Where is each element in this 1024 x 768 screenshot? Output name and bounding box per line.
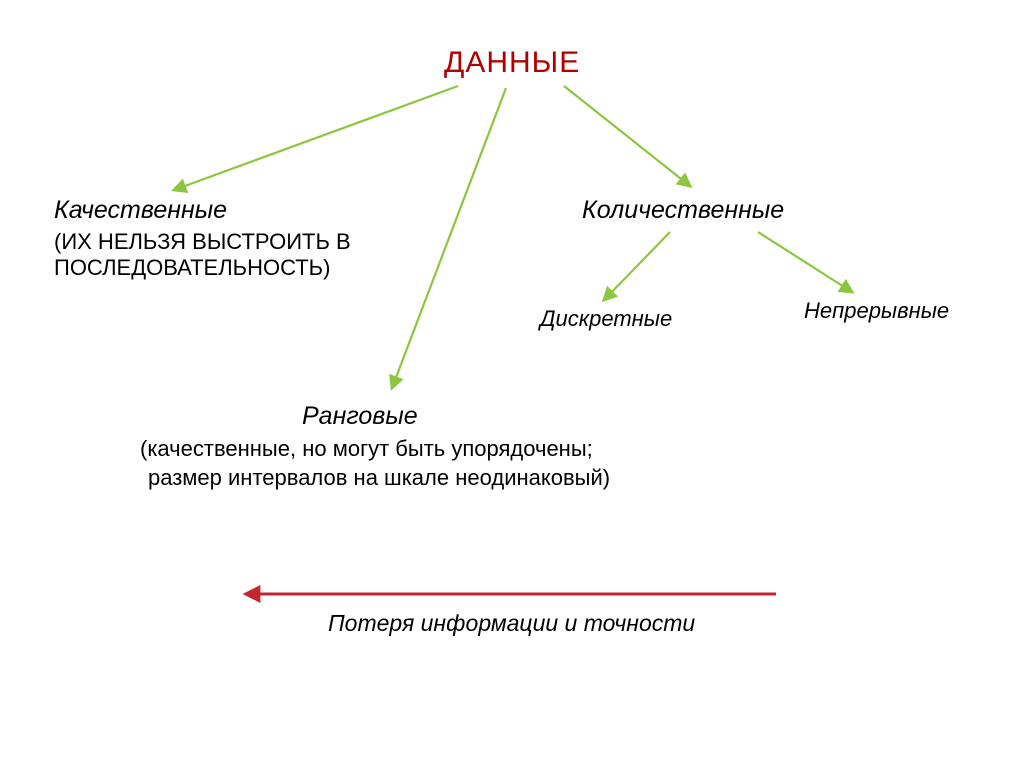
rang-desc-1: (качественные, но могут быть упорядочены… [140, 434, 780, 464]
qualitative-label: Качественные [54, 196, 351, 225]
node-discrete: Дискретные [540, 306, 672, 332]
rang-label: Ранговые [302, 402, 418, 430]
diagram-title: ДАННЫЕ [444, 46, 580, 80]
arrow-to-discrete [604, 232, 670, 300]
node-rang: Ранговые (качественные, но могут быть уп… [140, 400, 780, 493]
node-qualitative: Качественные (ИХ НЕЛЬЗЯ ВЫСТРОИТЬ В ПОСЛ… [54, 196, 351, 282]
node-continuous: Непрерывные [804, 298, 949, 324]
arrow-to-continuous [758, 232, 852, 292]
qualitative-note-2: ПОСЛЕДОВАТЕЛЬНОСТЬ) [54, 255, 330, 280]
node-quantitative: Количественные [582, 196, 784, 225]
loss-label: Потеря информации и точности [328, 610, 695, 637]
qualitative-note-1: (ИХ НЕЛЬЗЯ ВЫСТРОИТЬ В [54, 229, 351, 254]
arrow-to-quantitative [564, 86, 690, 186]
arrow-to-qualitative [174, 86, 458, 190]
arrow-to-rang [392, 88, 506, 388]
rang-desc-2: размер интервалов на шкале неодинаковый) [140, 463, 780, 493]
diagram-arrows [0, 0, 1024, 768]
